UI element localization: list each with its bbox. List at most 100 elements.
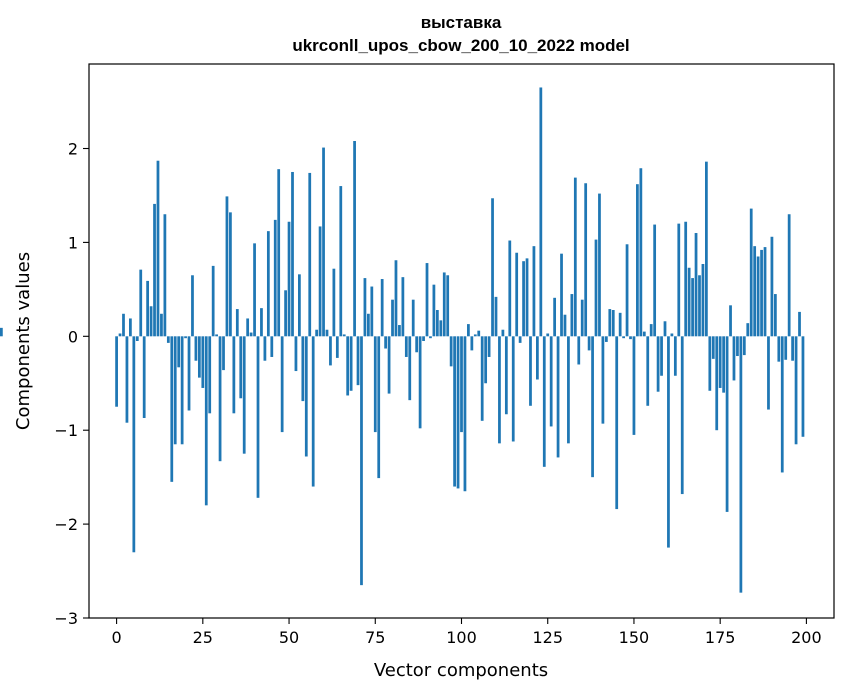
bar-102: [467, 324, 470, 337]
x-tick-label: 150: [619, 628, 650, 647]
bar-9: [146, 280, 150, 337]
bar-26: [204, 336, 208, 506]
bar-158: [660, 336, 663, 376]
x-tick-label: 200: [791, 628, 822, 647]
bar-175: [718, 336, 722, 388]
bar-53: [298, 274, 301, 337]
bar-110: [494, 296, 498, 337]
bar-35: [235, 309, 239, 337]
bar-20: [184, 336, 187, 339]
bar-42: [260, 308, 263, 337]
bar-37: [242, 336, 246, 454]
bar-19: [180, 336, 184, 445]
bar-59: [318, 226, 322, 337]
bar-195: [787, 214, 791, 337]
bar-183: [746, 323, 750, 337]
bar-152: [639, 168, 643, 337]
bar-181: [739, 336, 743, 593]
bar-23: [194, 336, 198, 361]
bar-147: [622, 336, 625, 339]
bar-93: [435, 310, 439, 337]
bar-169: [698, 275, 701, 337]
bar-74: [370, 286, 374, 337]
bar-192: [777, 336, 781, 362]
bar-61: [325, 329, 329, 337]
bar-172: [708, 336, 712, 391]
bar-178: [729, 305, 732, 337]
x-axis-ticks: 0 25 50 75 100 125 150 175 200: [111, 618, 822, 647]
bar-150: [632, 336, 636, 435]
bar-series: [0, 87, 805, 593]
y-tick-label: 2: [68, 140, 78, 159]
bar-188: [763, 247, 767, 337]
bar-64: [335, 336, 339, 358]
bar-24: [197, 336, 201, 378]
bar-168: [694, 233, 698, 337]
bar-163: [677, 223, 681, 337]
x-tick-label: 100: [446, 628, 477, 647]
bar-75: [373, 336, 377, 433]
bar-17: [173, 336, 177, 445]
bar-50: [287, 221, 291, 337]
bar-191: [773, 294, 777, 337]
bar-55: [304, 336, 308, 457]
bar-142: [604, 336, 608, 342]
bar-190: [770, 236, 774, 337]
y-axis-ticks: −3 −2 −1 0 1 2: [54, 140, 89, 628]
bar-113: [504, 336, 508, 415]
bar-63: [332, 268, 336, 337]
bar-71: [360, 336, 363, 586]
bar-12: [156, 160, 160, 337]
bar-121: [532, 246, 536, 337]
bar-79: [387, 336, 391, 394]
bar-114: [508, 240, 512, 337]
bar-85: [408, 336, 412, 401]
bar-189: [767, 336, 770, 410]
bar-106: [480, 336, 484, 421]
bar-119: [525, 258, 529, 337]
bar-40: [253, 243, 256, 337]
bar-83: [401, 277, 405, 337]
bar-78: [384, 336, 387, 349]
bar-84: [404, 336, 408, 357]
x-axis-label: Vector components: [374, 660, 548, 681]
bar-69: [353, 141, 356, 337]
bar-145: [615, 336, 619, 510]
bar-90: [425, 263, 429, 337]
x-tick-label: 0: [111, 628, 121, 647]
bar-80: [391, 299, 394, 337]
bar-157: [656, 336, 660, 392]
bar-25: [201, 336, 205, 388]
chart-subtitle: ukrconll_upos_cbow_200_10_2022 model: [292, 36, 629, 55]
bar-112: [501, 329, 505, 337]
bar-92: [432, 284, 436, 337]
bar-66: [342, 334, 346, 337]
bar-118: [522, 261, 525, 337]
bar-179: [732, 336, 736, 381]
bar-149: [629, 336, 632, 340]
bar-184: [749, 208, 753, 337]
bar-undefined: [0, 327, 3, 337]
bar-82: [398, 325, 401, 337]
bar-173: [711, 336, 715, 359]
bar-165: [684, 221, 688, 337]
bar-68: [349, 336, 353, 391]
bar-132: [570, 294, 574, 337]
bar-72: [363, 278, 367, 337]
bar-162: [673, 336, 677, 376]
bar-109: [491, 198, 494, 337]
bar-36: [239, 336, 243, 399]
bar-128: [556, 336, 560, 458]
bar-123: [539, 87, 543, 337]
bar-161: [670, 333, 674, 337]
bar-159: [663, 321, 667, 337]
bar-22: [191, 275, 194, 337]
bar-101: [463, 336, 467, 492]
bar-105: [477, 330, 481, 337]
bar-171: [705, 161, 708, 337]
bar-29: [215, 334, 218, 337]
y-axis-label: Components values: [13, 252, 34, 430]
bar-81: [394, 260, 398, 337]
bar-58: [315, 329, 319, 337]
